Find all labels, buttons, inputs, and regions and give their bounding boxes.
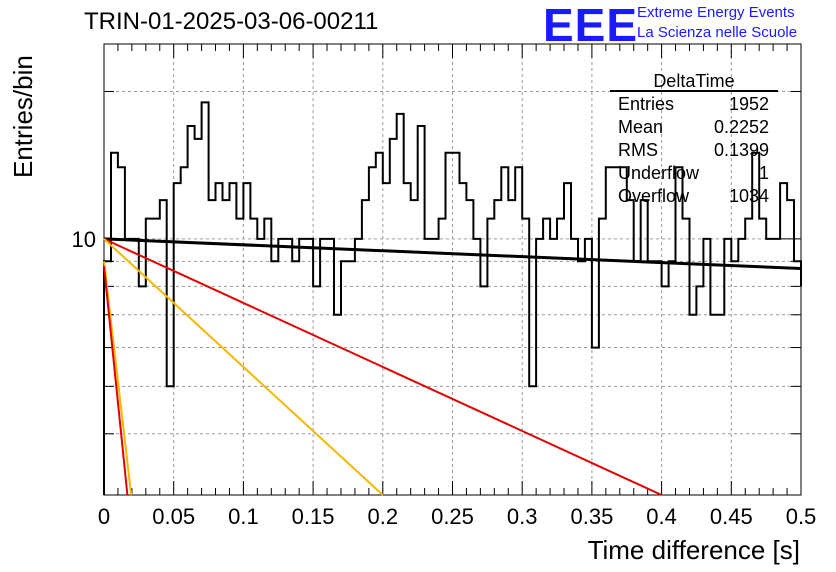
y-tick-labels: 10 bbox=[72, 227, 96, 252]
fit-curve bbox=[103, 238, 384, 496]
fit-curve bbox=[103, 265, 129, 496]
stats-box-name: DeltaTime bbox=[653, 71, 734, 91]
x-tick-label: 0.5 bbox=[786, 504, 817, 529]
x-tick-label: 0 bbox=[98, 504, 110, 529]
x-tick-label: 0.45 bbox=[710, 504, 753, 529]
x-tick-label: 0.05 bbox=[152, 504, 195, 529]
grid bbox=[104, 44, 801, 495]
stats-value: 0.2252 bbox=[714, 117, 769, 137]
stats-value: 1034 bbox=[729, 186, 769, 206]
stats-value: 1952 bbox=[729, 94, 769, 114]
stats-rows: Entries 1952 Mean 0.2252 RMS 0.1399 Underflow 1… bbox=[618, 94, 769, 206]
x-tick-label: 0.35 bbox=[570, 504, 613, 529]
stats-box: DeltaTime Entries 1952 Mean 0.2252 RMS 0.1399… bbox=[610, 71, 778, 206]
stats-value: 0.1399 bbox=[714, 140, 769, 160]
x-tick-labels: 0 0.05 0.1 0.15 0.2 0.25 0.3 0.35 0.4 0.45 0.5 bbox=[98, 504, 816, 529]
stats-label: RMS bbox=[618, 140, 658, 160]
x-tick-label: 0.25 bbox=[431, 504, 474, 529]
x-tick-label: 0.15 bbox=[292, 504, 335, 529]
y-tick-label: 10 bbox=[72, 227, 96, 252]
axis-ticks bbox=[103, 44, 802, 495]
x-tick-label: 0.2 bbox=[368, 504, 399, 529]
x-axis-label: Time difference [s] bbox=[588, 535, 800, 565]
x-tick-label: 0.1 bbox=[228, 504, 259, 529]
brand-line-1: Extreme Energy Events bbox=[637, 4, 795, 21]
y-axis-label: Entries/bin bbox=[8, 55, 38, 178]
brand-line-2: La Scienza nelle Scuole bbox=[637, 24, 798, 41]
fit-curve bbox=[103, 237, 663, 496]
stats-label: Overflow bbox=[618, 186, 690, 206]
stats-value: 1 bbox=[759, 163, 769, 183]
eee-logo: EEE bbox=[543, 0, 639, 51]
histogram-outline bbox=[103, 101, 802, 495]
fit-curves bbox=[103, 237, 802, 496]
stats-label: Underflow bbox=[618, 163, 700, 183]
x-tick-label: 0.4 bbox=[646, 504, 677, 529]
stats-label: Mean bbox=[618, 117, 663, 137]
stats-label: Entries bbox=[618, 94, 674, 114]
histogram-series bbox=[103, 101, 802, 495]
chart-title: TRIN-01-2025-03-06-00211 bbox=[84, 8, 379, 35]
x-tick-label: 0.3 bbox=[507, 504, 538, 529]
fit-curve bbox=[103, 261, 133, 496]
fit-curve bbox=[103, 237, 802, 270]
